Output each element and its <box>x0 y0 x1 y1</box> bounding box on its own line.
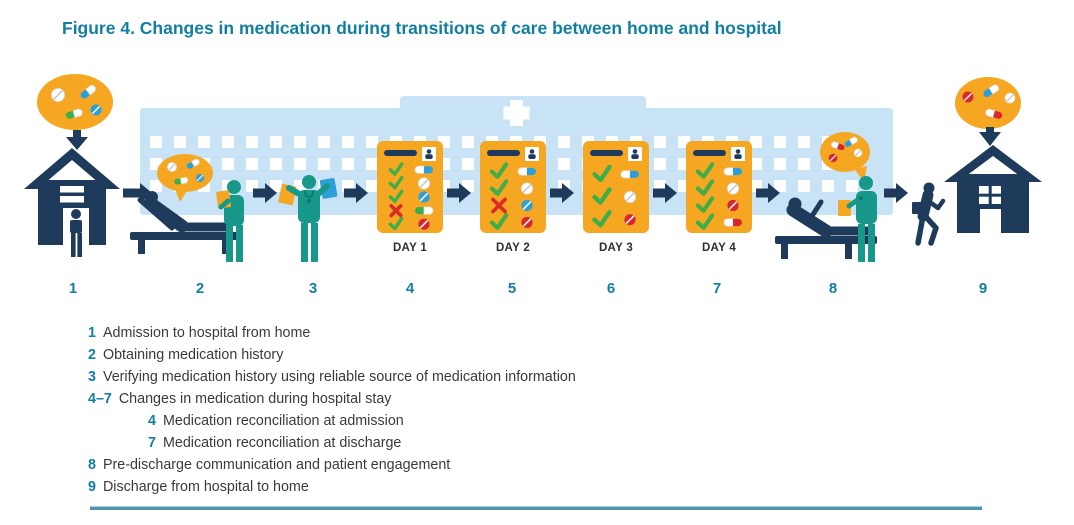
step-number-8: 8 <box>829 280 837 297</box>
day-charts: DAY 1 DAY 2 DAY 3 DAY 4 <box>377 141 752 254</box>
step-number-5: 5 <box>508 280 516 297</box>
day2-label: DAY 2 <box>496 242 530 254</box>
medication-bubble-icon <box>37 74 113 130</box>
medication-chart-day3-icon <box>583 141 649 233</box>
legend-item-8: 8 Pre-discharge communication and patient… <box>88 457 451 473</box>
day4-label: DAY 4 <box>702 242 736 254</box>
medication-chart-day4-icon <box>686 141 752 233</box>
step-1-home <box>24 74 120 257</box>
step-3-verification <box>278 175 338 262</box>
legend-item-4: 4 Medication reconciliation at admission <box>148 413 404 429</box>
tablet-pill-icon <box>196 174 204 182</box>
step-number-9: 9 <box>979 280 987 297</box>
capsule-pill-icon <box>985 108 1003 119</box>
medication-bubble-icon <box>157 154 213 202</box>
window-icon <box>979 186 1001 204</box>
step-8-pre-discharge <box>775 132 877 262</box>
care-transitions-diagram: DAY 1 DAY 2 DAY 3 DAY 4 <box>24 74 1042 297</box>
door-icon <box>980 209 1001 233</box>
step-number-1: 1 <box>69 280 77 297</box>
tablet-pill-icon <box>90 104 102 116</box>
clinician-with-card-icon <box>838 176 877 262</box>
tablet-pill-icon <box>1004 92 1016 104</box>
capsule-pill-icon <box>831 141 845 151</box>
tablet-pill-icon <box>51 88 65 102</box>
clinician-with-clipboard-icon <box>216 180 244 262</box>
tablet-pill-icon <box>828 153 838 163</box>
capsule-pill-icon <box>65 108 83 119</box>
day1-label: DAY 1 <box>393 242 427 254</box>
step-number-4: 4 <box>406 280 415 297</box>
capsule-pill-icon <box>174 177 189 185</box>
capsule-pill-icon <box>983 84 1000 98</box>
medication-chart-day1-icon <box>377 141 443 233</box>
capsule-pill-icon <box>844 136 858 147</box>
walking-patient-icon <box>912 182 946 246</box>
step-number-6: 6 <box>607 280 615 297</box>
flow-arrows <box>123 183 908 203</box>
legend-item-3: 3 Verifying medication history using reli… <box>88 369 576 385</box>
step-number-7: 7 <box>713 280 721 297</box>
legend: 1 Admission to hospital from home 2 Obtain… <box>88 322 576 498</box>
figure-title: Figure 4. Changes in medication during t… <box>62 18 782 38</box>
medical-cross-icon <box>503 100 530 126</box>
medication-chart-day2-icon <box>480 141 546 233</box>
figure-divider <box>90 506 982 510</box>
arrow-down-icon <box>979 127 1001 146</box>
legend-item-1: 1 Admission to hospital from home <box>88 325 311 341</box>
legend-item-2: 2 Obtaining medication history <box>88 347 284 363</box>
capsule-pill-icon <box>186 158 200 169</box>
day3-label: DAY 3 <box>599 242 633 254</box>
legend-item-4-7: 4–7 Changes in medication during hospital… <box>88 391 392 407</box>
legend-item-9: 9 Discharge from hospital to home <box>88 479 309 495</box>
legend-item-7: 7 Medication reconciliation at discharge <box>148 435 402 451</box>
tablet-pill-icon <box>853 148 863 158</box>
person-icon <box>70 209 82 257</box>
tablet-pill-icon <box>167 162 177 172</box>
medication-bubble-icon <box>820 132 870 183</box>
clinician-with-documents-icon <box>278 175 338 262</box>
capsule-pill-icon <box>80 85 96 99</box>
arrow-down-icon <box>66 130 88 150</box>
medication-bubble-icon <box>955 77 1021 129</box>
home-icon <box>24 148 120 257</box>
home-icon <box>944 145 1042 233</box>
step-9-discharge <box>912 77 1042 246</box>
step-number-3: 3 <box>309 280 317 297</box>
step-number-2: 2 <box>196 280 204 297</box>
tablet-pill-icon <box>962 91 974 103</box>
step-numbers: 1 2 3 4 5 6 7 8 9 <box>69 280 987 297</box>
